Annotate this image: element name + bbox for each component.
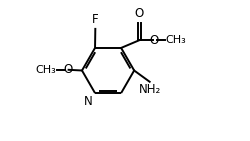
Text: CH₃: CH₃ [166, 35, 186, 45]
Text: O: O [149, 34, 158, 47]
Text: CH₃: CH₃ [35, 65, 56, 75]
Text: O: O [63, 63, 72, 76]
Text: NH₂: NH₂ [139, 83, 162, 96]
Text: O: O [135, 7, 144, 20]
Text: F: F [92, 13, 99, 26]
Text: N: N [84, 95, 92, 108]
